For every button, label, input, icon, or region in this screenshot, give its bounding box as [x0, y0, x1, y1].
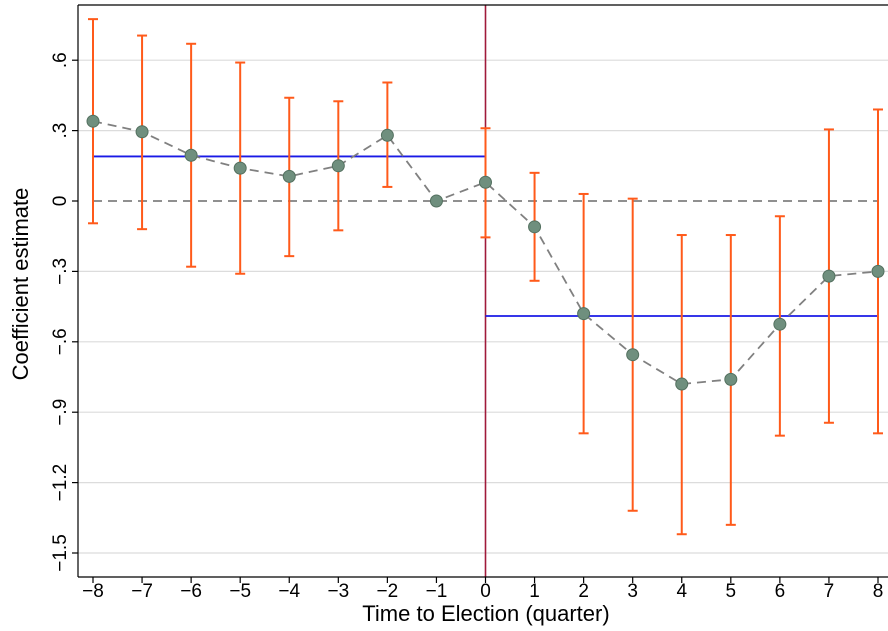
y-tick-label: .3 [50, 123, 71, 139]
data-point [626, 348, 640, 362]
x-tick-label: −8 [82, 581, 104, 602]
x-tick-label: −3 [327, 581, 349, 602]
reference-lines [93, 5, 878, 577]
x-tick-label: 6 [775, 581, 786, 602]
data-point [331, 159, 345, 173]
data-point [577, 307, 591, 321]
data-point [380, 128, 394, 142]
x-tick-label: 7 [824, 581, 835, 602]
data-point [86, 114, 100, 128]
y-tick-label: −1.2 [50, 464, 71, 502]
data-point [724, 372, 738, 386]
y-tick-label: .6 [50, 52, 71, 68]
data-point [822, 269, 836, 283]
y-tick-label: −.3 [50, 258, 71, 285]
y-tick-label: 0 [50, 196, 71, 207]
x-tick-label: −6 [180, 581, 202, 602]
estimate-series [86, 18, 885, 536]
axes: −1.5 −1.2 −.9 −.6 −.3 0 .3 .6 −8 −7 −6 −5 −4 −3 −2 −1 0 1… [50, 4, 888, 602]
y-tick-label: −.9 [50, 399, 71, 426]
x-tick-label: 8 [873, 581, 884, 602]
y-tick-label: −1.5 [50, 534, 71, 572]
x-tick-label: 1 [529, 581, 540, 602]
data-point [135, 125, 149, 139]
x-tick-label: −7 [131, 581, 153, 602]
data-point [233, 161, 247, 175]
x-tick-label: 2 [578, 581, 589, 602]
x-tick-label: −1 [426, 581, 448, 602]
connector-line [92, 120, 879, 385]
x-axis-title: Time to Election (quarter) [362, 601, 609, 626]
grid-lines [78, 59, 888, 554]
data-point [871, 264, 885, 278]
x-tick-label: 5 [726, 581, 737, 602]
y-axis-title: Coefficient estimate [8, 188, 33, 381]
data-point [282, 169, 296, 183]
x-tick-label: −4 [278, 581, 300, 602]
data-point [429, 194, 443, 208]
y-tick-label: −.6 [50, 328, 71, 355]
data-point [528, 220, 542, 234]
x-tick-label: 3 [627, 581, 638, 602]
x-tick-label: −2 [377, 581, 399, 602]
data-point [773, 317, 787, 331]
x-tick-label: 4 [676, 581, 687, 602]
data-point [479, 175, 492, 189]
data-point [675, 377, 689, 391]
data-point [184, 148, 198, 162]
x-tick-label: 0 [480, 581, 491, 602]
x-tick-label: −5 [229, 581, 251, 602]
